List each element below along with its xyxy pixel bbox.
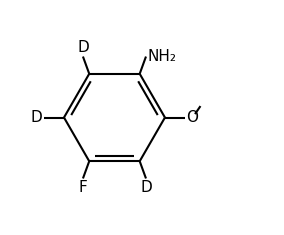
Text: D: D	[77, 40, 89, 55]
Text: D: D	[140, 180, 152, 195]
Text: F: F	[79, 180, 87, 195]
Text: O: O	[186, 110, 198, 125]
Text: NH₂: NH₂	[147, 49, 176, 64]
Text: D: D	[31, 110, 43, 125]
